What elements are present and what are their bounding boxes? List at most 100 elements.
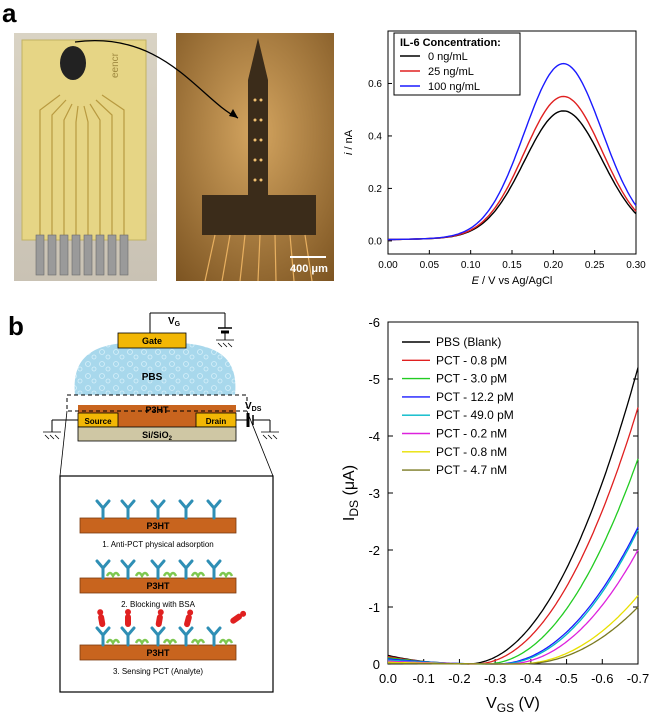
- x-tick-label: 0.00: [378, 260, 398, 271]
- analyte-icon: [184, 609, 194, 628]
- dpv-series-line: [387, 110, 637, 241]
- zoom-arrow: [74, 40, 239, 119]
- antibody-arm-right: [212, 559, 222, 570]
- pcb-pins: [35, 234, 129, 276]
- scale-bar-label: 400 μm: [290, 263, 328, 275]
- bsa-icon: [134, 638, 150, 646]
- y-axis-label: IDS (μA): [341, 465, 361, 521]
- analyte-body: [125, 614, 131, 627]
- probe-shaft: [248, 38, 268, 205]
- x-axis-label-var: V: [486, 695, 497, 712]
- antibody-arm-left: [120, 626, 130, 637]
- bsa-icon: [190, 638, 206, 646]
- dpv-series-line: [387, 62, 637, 241]
- y-tick-label: 0.4: [368, 131, 382, 142]
- x-tick-label: 0.15: [502, 260, 522, 271]
- step-caption: 3. Sensing PCT (Analyte): [113, 667, 203, 676]
- x-tick-label: -0.3: [484, 671, 506, 686]
- antibody-arm-left: [206, 499, 216, 510]
- antibody-arm-left: [150, 499, 160, 510]
- y-tick-label: 0.6: [368, 79, 382, 90]
- antibody-icon: [178, 559, 194, 580]
- bsa-icon: [105, 571, 121, 579]
- antibody-arm-right: [156, 499, 166, 510]
- antibody-arm-right: [156, 559, 166, 570]
- x-axis-label-unit: / V vs Ag/AgCl: [479, 275, 552, 287]
- vds-label: VDS: [245, 401, 262, 413]
- y-tick-label: 0.2: [368, 184, 382, 195]
- legend-box: [393, 32, 521, 96]
- analyte-head: [97, 609, 104, 616]
- pcb-substrate: [21, 39, 147, 241]
- x-tick-label: -0.6: [591, 671, 613, 686]
- process-steps: P3HT 1. Anti-PCT physical adsorption P3HT 2…: [79, 499, 247, 676]
- antibody-arm-left: [95, 626, 105, 637]
- antibody-icon: [150, 499, 166, 520]
- bsa-icon: [162, 571, 178, 579]
- antibody-arm-left: [120, 499, 130, 510]
- analyte-body: [230, 613, 243, 624]
- y-axis-label-sub: DS: [347, 500, 361, 517]
- antibody-arm-right: [184, 499, 194, 510]
- antibody-arm-left: [95, 559, 105, 570]
- antibody-arm-left: [95, 499, 105, 510]
- antibody-icon: [150, 559, 166, 580]
- x-tick-label: -0.4: [520, 671, 542, 686]
- analyte-body: [98, 614, 106, 628]
- legend-entry: 25 ng/mL: [428, 66, 474, 78]
- bsa-icon: [218, 571, 234, 579]
- source-label: Source: [84, 417, 112, 426]
- antibody-arm-left: [150, 559, 160, 570]
- pcb-traces: [39, 94, 125, 240]
- ground-gate-icon: [216, 339, 234, 348]
- antibody-arm-right: [156, 626, 166, 637]
- x-axis-label-unit: (V): [514, 695, 540, 712]
- antibody-icon: [206, 499, 222, 520]
- analyte-icon: [97, 609, 106, 628]
- antibody-arm-right: [212, 499, 222, 510]
- legend-entry: 0 ng/mL: [428, 51, 468, 63]
- y-axis-label-unit: / nA: [343, 129, 355, 152]
- legend-entry: PCT - 4.7 nM: [436, 463, 507, 477]
- antibody-arm-left: [150, 626, 160, 637]
- antibody-icon: [206, 559, 222, 580]
- y-tick-label: -2: [368, 543, 380, 558]
- antibody-icon: [95, 499, 111, 520]
- x-tick-label: -0.2: [448, 671, 470, 686]
- substrate: [77, 426, 237, 442]
- plot-frame: [387, 321, 639, 665]
- antibody-icon: [206, 626, 222, 647]
- x-tick-label: -0.1: [413, 671, 435, 686]
- antibody-arm-right: [101, 626, 111, 637]
- x-tick-label: 0.30: [626, 260, 646, 271]
- antibody-arm-left: [206, 626, 216, 637]
- transfer-chart: 0.0 -0.1 -0.2 -0.3 -0.4 -0.5 -0.6 -0.7 0 -1 -2 -3 -4…: [341, 315, 649, 715]
- dpv-series-line: [387, 95, 637, 241]
- transfer-series-line: [387, 549, 639, 665]
- x-tick-label: 0.10: [461, 260, 481, 271]
- channel-label: P3HT: [145, 405, 169, 415]
- analyte-body: [184, 614, 192, 628]
- y-axis-label-unit: (μA): [341, 465, 358, 500]
- bsa-icon: [162, 638, 178, 646]
- antibody-icon: [178, 626, 194, 647]
- dpv-chart: 0.00 0.05 0.10 0.15 0.20 0.25 0.30 0.0 0.2 0.4 0.6…: [343, 30, 646, 287]
- antibody-icon: [95, 626, 111, 647]
- analyte-head: [125, 609, 131, 615]
- legend-entry: PCT - 0.2 nM: [436, 427, 507, 441]
- antibody-arm-right: [101, 559, 111, 570]
- analyte-head: [157, 609, 164, 616]
- bsa-icon: [190, 571, 206, 579]
- legend-entry: PCT - 0.8 nM: [436, 445, 507, 459]
- probe-body: [202, 195, 316, 235]
- y-axis-label-var: i: [343, 152, 355, 155]
- antibody-icon: [178, 499, 194, 520]
- y-tick-label: -6: [368, 315, 380, 330]
- antibody-arm-left: [178, 626, 188, 637]
- transfer-series-line: [388, 606, 639, 665]
- antibody-arm-right: [101, 499, 111, 510]
- vg-label: VG: [168, 316, 181, 328]
- gate-label: Gate: [142, 336, 162, 346]
- antibody-icon: [120, 626, 136, 647]
- x-tick-label: 0.20: [544, 260, 564, 271]
